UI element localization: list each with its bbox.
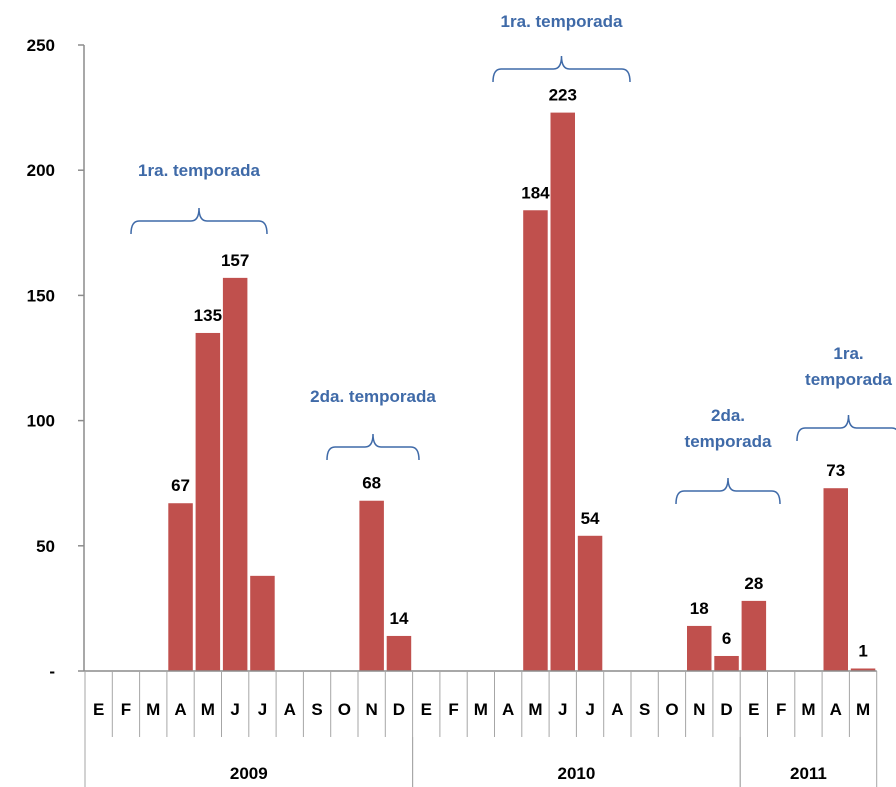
month-label: A <box>502 700 514 719</box>
month-label: J <box>585 700 594 719</box>
month-label: N <box>366 700 378 719</box>
month-label: J <box>558 700 567 719</box>
month-label: A <box>611 700 623 719</box>
year-label: 2011 <box>790 764 827 783</box>
bar-data-label: 18 <box>690 599 709 618</box>
season-label: 1ra. temporada <box>138 161 260 180</box>
month-label: M <box>146 700 160 719</box>
season-annotations: 1ra. temporada 2da. temporada 1ra. tempora… <box>130 12 896 505</box>
month-label: N <box>693 700 705 719</box>
season-label: 1ra. temporada <box>501 12 623 31</box>
month-label: E <box>421 700 432 719</box>
bar <box>823 488 848 671</box>
month-label: F <box>448 700 458 719</box>
bar-data-label: 135 <box>194 306 222 325</box>
season-brace <box>130 207 268 235</box>
bar <box>386 635 412 671</box>
month-label: M <box>474 700 488 719</box>
bar <box>687 625 712 671</box>
bar <box>523 210 548 671</box>
month-label: M <box>856 700 870 719</box>
month-label: F <box>776 700 786 719</box>
month-label: D <box>393 700 405 719</box>
month-label: E <box>748 700 759 719</box>
month-label: J <box>230 700 239 719</box>
y-tick-label: 150 <box>27 286 55 305</box>
year-label: 2010 <box>557 764 595 783</box>
bar-data-label: 68 <box>362 474 381 493</box>
y-tick-label: - <box>49 662 55 681</box>
bar-data-label: 28 <box>744 574 763 593</box>
bar <box>168 503 193 671</box>
y-tick-label: 250 <box>27 36 55 55</box>
month-label: O <box>665 700 678 719</box>
season-label: 1ra. <box>833 344 863 363</box>
month-label: S <box>311 700 322 719</box>
month-label: M <box>801 700 815 719</box>
bar-data-label: 6 <box>722 629 731 648</box>
bar-labels: 67 135 157 68 14 184 223 54 18 6 28 73 1 <box>171 86 868 661</box>
season-brace <box>675 477 781 505</box>
bar-data-label: 223 <box>549 86 577 105</box>
month-label: E <box>93 700 104 719</box>
bar-data-label: 73 <box>826 461 845 480</box>
bar <box>850 668 876 671</box>
bar-data-label: 157 <box>221 251 249 270</box>
y-tick-label: 100 <box>27 412 55 431</box>
season-label: temporada <box>805 370 892 389</box>
bar-data-label: 54 <box>581 509 600 528</box>
bar <box>250 575 275 671</box>
season-brace <box>796 414 896 442</box>
season-label: 2da. <box>711 406 745 425</box>
bar <box>359 500 384 671</box>
month-label: A <box>830 700 842 719</box>
season-label: temporada <box>685 432 772 451</box>
month-label: O <box>338 700 351 719</box>
month-label: A <box>174 700 186 719</box>
y-tick-label: 200 <box>27 161 55 180</box>
month-label: J <box>258 700 267 719</box>
bar-data-label: 67 <box>171 476 190 495</box>
bar <box>550 112 575 671</box>
season-label: 2da. temporada <box>310 387 436 406</box>
year-label: 2009 <box>230 764 268 783</box>
month-label: F <box>121 700 131 719</box>
bar <box>741 600 767 671</box>
month-label: S <box>639 700 650 719</box>
month-label: A <box>284 700 296 719</box>
bar-data-label: 1 <box>858 641 867 660</box>
month-label: M <box>528 700 542 719</box>
season-brace <box>326 433 420 461</box>
bar-data-label: 184 <box>521 183 550 202</box>
month-label: M <box>201 700 215 719</box>
bar <box>714 655 739 671</box>
bar <box>195 332 221 671</box>
y-tick-label: 50 <box>36 537 55 556</box>
y-axis: - 50 100 150 200 250 <box>27 36 85 681</box>
month-label: D <box>720 700 732 719</box>
bar-data-label: 14 <box>389 609 408 628</box>
bars <box>168 112 876 671</box>
bar <box>577 535 603 671</box>
season-brace <box>492 55 631 83</box>
bar <box>222 277 248 671</box>
